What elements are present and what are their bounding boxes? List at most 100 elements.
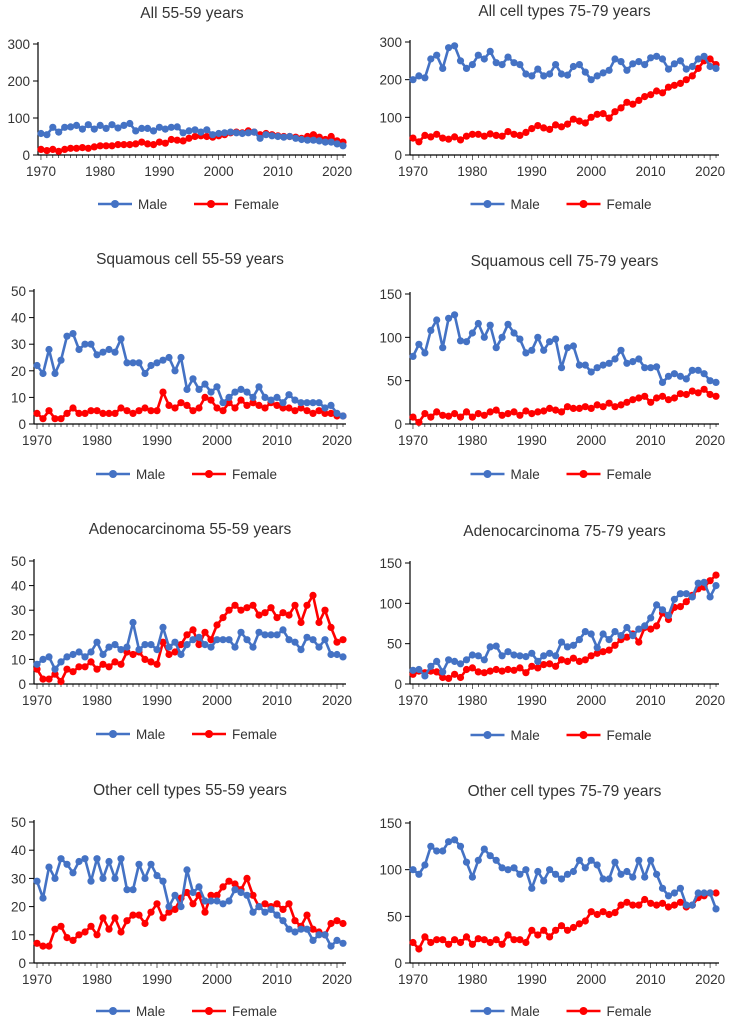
x-tick-label: 2010	[636, 164, 666, 179]
data-point-female	[563, 120, 572, 128]
data-point-female	[267, 604, 275, 612]
data-point-male	[69, 650, 77, 659]
data-point-male	[303, 633, 311, 641]
data-point-male	[153, 872, 161, 880]
data-point-female	[480, 669, 488, 677]
data-point-male	[445, 656, 453, 664]
data-point-female	[93, 407, 101, 415]
chart-panel-1: All 55-59 years 0 100 200 300 1970 1980 1990 200…	[7, 5, 352, 212]
data-point-female	[528, 662, 536, 670]
data-point-male	[93, 855, 101, 863]
data-point-male	[706, 593, 714, 601]
x-tick-label: 1990	[142, 693, 172, 708]
data-point-female	[415, 138, 423, 146]
data-point-female	[161, 139, 169, 147]
data-point-female	[177, 641, 185, 649]
data-point-male	[267, 905, 275, 914]
chart-title: Adenocarcinoma 55-59 years	[89, 521, 292, 538]
data-point-male	[623, 359, 631, 367]
data-point-female	[462, 933, 471, 941]
legend-label-male: Male	[511, 1004, 540, 1019]
data-point-male	[255, 383, 263, 391]
data-point-female	[676, 390, 685, 398]
data-point-male	[433, 51, 441, 59]
data-point-female	[99, 409, 107, 417]
data-point-male	[55, 128, 63, 136]
data-point-male	[195, 385, 203, 393]
data-point-female	[534, 408, 542, 416]
data-point-female	[433, 936, 441, 944]
data-point-female	[492, 665, 500, 674]
data-point-male	[676, 884, 685, 892]
x-tick-label: 1990	[142, 972, 172, 987]
data-point-male	[99, 348, 107, 356]
data-point-male	[171, 367, 179, 375]
data-point-female	[81, 928, 89, 936]
data-point-female	[75, 409, 83, 417]
data-point-male	[569, 342, 578, 350]
data-point-female	[641, 93, 649, 101]
data-point-female	[605, 114, 613, 122]
data-point-male	[267, 396, 275, 404]
data-point-female	[339, 919, 347, 928]
data-point-female	[605, 646, 613, 654]
data-point-male	[664, 372, 673, 380]
data-point-male	[286, 132, 294, 141]
data-point-male	[581, 864, 589, 872]
data-point-male	[261, 631, 269, 639]
data-point-female	[653, 901, 661, 909]
data-point-female	[51, 415, 59, 423]
data-point-male	[534, 657, 542, 666]
data-point-female	[45, 942, 53, 950]
data-point-male	[522, 866, 530, 874]
data-point-male	[694, 55, 702, 63]
data-point-male	[219, 636, 227, 644]
data-point-male	[528, 649, 536, 657]
y-tick-label: 0	[394, 417, 402, 432]
legend-label-female: Female	[232, 727, 277, 742]
data-point-female	[63, 934, 71, 942]
data-point-male	[587, 76, 595, 84]
data-point-male	[415, 870, 423, 878]
data-point-male	[39, 894, 47, 902]
data-point-male	[141, 874, 149, 883]
data-point-female	[563, 657, 572, 666]
data-point-female	[569, 654, 578, 662]
data-point-male	[201, 380, 209, 388]
y-tick-label: 100	[7, 111, 30, 126]
data-point-female	[285, 900, 293, 908]
data-point-male	[581, 361, 589, 369]
data-point-male	[474, 652, 482, 660]
series-line-male	[412, 838, 718, 910]
data-point-female	[706, 577, 714, 585]
data-point-male	[297, 646, 305, 654]
data-point-male	[291, 396, 299, 404]
data-point-female	[231, 601, 239, 609]
data-point-male	[635, 625, 643, 633]
data-point-female	[635, 394, 643, 402]
data-point-male	[165, 643, 173, 651]
x-tick-label: 1970	[398, 164, 428, 179]
data-point-female	[468, 664, 476, 672]
data-point-male	[445, 44, 453, 52]
data-point-male	[456, 660, 465, 668]
x-tick-label: 2020	[322, 972, 352, 987]
y-tick-label: 0	[394, 956, 402, 971]
data-point-male	[333, 140, 341, 148]
data-point-male	[333, 936, 341, 945]
data-point-female	[149, 141, 158, 149]
data-point-female	[540, 124, 548, 132]
y-tick-label: 20	[11, 628, 26, 643]
data-point-male	[90, 125, 98, 133]
data-point-male	[629, 873, 637, 881]
chart-panel-3: Squamous cell 55-59 years 0 10 20 30 40 50 1970…	[11, 251, 352, 482]
data-point-female	[415, 945, 423, 953]
data-point-female	[623, 398, 631, 406]
data-point-male	[78, 125, 86, 133]
data-point-male	[327, 138, 335, 146]
data-point-male	[102, 124, 110, 132]
data-point-male	[189, 375, 197, 383]
data-point-female	[96, 142, 104, 150]
data-point-female	[129, 911, 137, 919]
data-point-female	[165, 401, 173, 409]
